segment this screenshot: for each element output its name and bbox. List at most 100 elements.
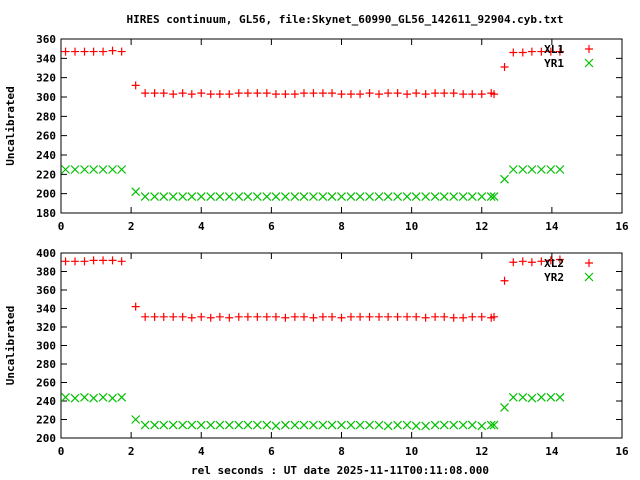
legend-marker-YR1	[584, 58, 594, 68]
data-point-YR1	[98, 165, 108, 174]
data-point-YR2	[178, 420, 188, 430]
y-tick-label: 220	[36, 414, 56, 427]
top-panel: 180 200 220 240 260 280 300 320 340 360 0 2 4 6 8 10 12 1…	[4, 33, 629, 233]
data-point-XL2	[477, 312, 486, 321]
data-point-YR1	[546, 165, 556, 174]
data-point-YR2	[271, 421, 281, 431]
x-tick-label: 16	[615, 220, 629, 233]
data-point-YR1	[196, 192, 206, 201]
data-point-YR1	[150, 192, 160, 201]
data-point-YR1	[508, 165, 518, 174]
data-point-XL2	[215, 312, 224, 321]
data-point-XL2	[356, 312, 365, 321]
data-point-YR1	[89, 165, 99, 174]
data-point-XL1	[71, 47, 80, 56]
y-tick-label: 240	[36, 395, 56, 408]
data-point-XL2	[243, 312, 252, 321]
data-point-XL1	[281, 90, 290, 99]
data-point-YR2	[500, 403, 509, 412]
y-tick-label: 300	[36, 340, 56, 353]
data-point-YR1	[108, 165, 117, 174]
data-point-YR1	[467, 192, 477, 201]
data-point-XL1	[365, 89, 374, 98]
data-point-YR1	[555, 165, 565, 174]
data-point-XL1	[225, 90, 234, 99]
data-point-YR1	[280, 192, 290, 201]
data-point-YR2	[327, 420, 337, 430]
series-XL1	[61, 46, 564, 99]
data-point-YR2	[206, 420, 216, 430]
series-YR2	[61, 392, 565, 431]
data-point-XL1	[527, 47, 536, 56]
data-point-YR2	[89, 393, 99, 403]
data-point-YR2	[262, 420, 272, 430]
data-point-XL1	[141, 89, 150, 98]
data-point-YR1	[168, 192, 178, 201]
data-point-YR1	[489, 192, 499, 201]
y-tick-label: 240	[36, 149, 56, 162]
data-point-YR1	[374, 192, 384, 201]
legend-marker-XL2	[585, 259, 593, 267]
data-point-XL2	[403, 312, 412, 321]
data-point-YR2	[365, 420, 374, 430]
data-point-XL2	[141, 312, 150, 321]
data-point-XL2	[459, 313, 468, 322]
data-point-XL2	[309, 313, 318, 322]
data-point-XL1	[490, 90, 499, 99]
data-point-YR2	[187, 420, 197, 430]
data-point-XL2	[421, 313, 430, 322]
data-point-YR2	[439, 420, 449, 430]
plot-frame	[60, 38, 623, 214]
data-point-YR1	[458, 192, 468, 201]
data-point-XL1	[337, 90, 346, 99]
data-point-XL1	[234, 89, 243, 98]
y-tick-label: 320	[36, 72, 56, 85]
data-point-XL2	[234, 312, 243, 321]
data-point-XL1	[206, 90, 215, 99]
data-point-YR2	[290, 420, 300, 430]
data-point-XL1	[509, 48, 518, 57]
data-point-XL1	[477, 90, 486, 99]
data-point-XL2	[546, 256, 555, 265]
y-tick-label: 400	[36, 247, 56, 260]
data-point-YR2	[108, 393, 117, 403]
data-point-YR1	[402, 192, 412, 201]
data-point-XL1	[468, 90, 477, 99]
y-tick-label: 340	[36, 303, 56, 316]
y-tick-label: 200	[36, 432, 56, 445]
data-point-XL2	[89, 256, 98, 265]
x-tick-label: 14	[545, 220, 559, 233]
data-point-XL2	[80, 257, 89, 266]
data-point-YR2	[527, 393, 537, 403]
data-point-YR2	[374, 420, 384, 430]
data-point-XL2	[262, 312, 271, 321]
data-point-XL1	[262, 89, 271, 98]
data-point-XL1	[459, 90, 468, 99]
y-tick-label: 360	[36, 33, 56, 46]
data-point-XL1	[243, 89, 252, 98]
data-point-YR2	[430, 420, 440, 430]
x-tick-label: 6	[268, 220, 275, 233]
y-tick-label: 380	[36, 266, 56, 279]
data-point-XL1	[384, 89, 393, 98]
data-point-YR1	[383, 192, 393, 201]
data-point-YR2	[168, 420, 178, 430]
data-point-XL1	[150, 89, 159, 98]
data-point-XL1	[555, 47, 564, 56]
data-point-YR2	[117, 392, 127, 402]
data-point-XL2	[468, 312, 477, 321]
legend-label: XL1	[544, 43, 564, 56]
data-point-XL1	[546, 47, 555, 56]
y-tick-label: 320	[36, 321, 56, 334]
data-point-XL2	[187, 313, 196, 322]
y-axis-label: Uncalibrated	[4, 86, 17, 165]
data-point-YR1	[140, 192, 150, 201]
y-tick-label: 360	[36, 284, 56, 297]
data-point-XL1	[108, 46, 117, 55]
x-tick-label: 14	[545, 445, 559, 458]
data-point-YR2	[140, 420, 150, 430]
data-point-XL1	[318, 89, 327, 98]
data-point-YR2	[555, 392, 565, 402]
plot-frame	[60, 252, 623, 439]
